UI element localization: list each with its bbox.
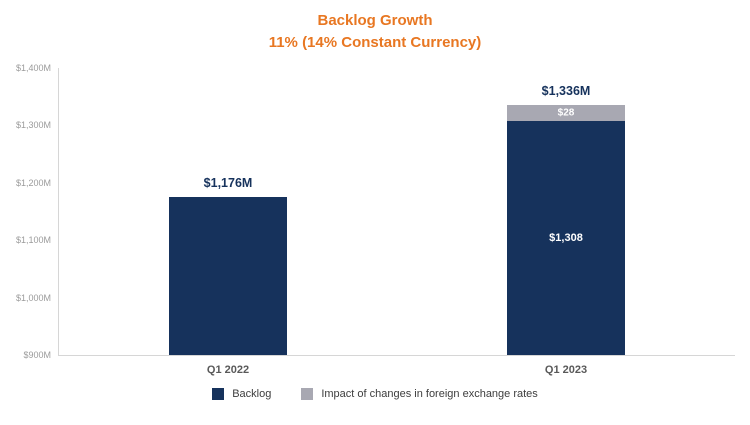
legend-label: Impact of changes in foreign exchange ra… (321, 388, 538, 400)
y-axis-tick-label: $1,300M (15, 120, 51, 131)
bar-segment-value-label: $1,308 (549, 231, 583, 244)
legend-item: Backlog (212, 388, 271, 400)
bar-total-label: $1,336M (541, 83, 591, 98)
y-axis-tick-label: $1,400M (15, 63, 51, 73)
y-axis-tick-label: $1,100M (15, 235, 51, 246)
y-axis-tick-label: $1,200M (15, 177, 51, 188)
legend-swatch-icon (301, 388, 314, 400)
x-axis-category-label: Q1 2022 (206, 364, 250, 376)
chart-subtitle: 11% (14% Constant Currency) (268, 33, 482, 51)
chart-legend: Backlog Impact of changes in foreign exch… (0, 388, 750, 400)
bar-segment-value-label: $28 (557, 107, 575, 119)
chart-title: Backlog Growth (317, 12, 433, 29)
y-axis-tick-label: $900M (23, 350, 51, 360)
bar-segment-fx-impact: $28 (507, 104, 625, 121)
legend-item: Impact of changes in foreign exchange ra… (301, 388, 538, 400)
y-axis-tick-label: $1,000M (15, 292, 51, 303)
bar-segment-backlog: $1,308 (507, 120, 625, 355)
legend-label: Backlog (232, 388, 272, 400)
chart-title-block: Backlog Growth 11% (14% Constant Currenc… (0, 10, 750, 54)
bar-total-label: $1,176M (203, 175, 253, 190)
legend-swatch-icon (212, 388, 225, 400)
bar-segment-backlog (169, 196, 287, 355)
x-axis-category-label: Q1 2023 (544, 364, 588, 376)
plot-area: $900M $1,000M $1,100M $1,200M $1,300M $1,400M… (16, 63, 735, 376)
